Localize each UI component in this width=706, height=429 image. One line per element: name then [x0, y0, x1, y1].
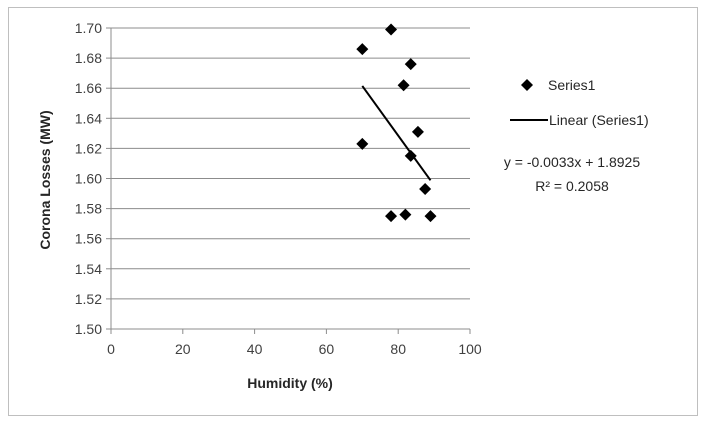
legend-label-series1: Series1 — [548, 77, 596, 93]
x-tick-labels: 0 20 40 60 80 100 — [107, 341, 482, 357]
data-point — [385, 210, 398, 223]
data-point — [397, 79, 410, 92]
y-tick-labels: 1.50 1.52 1.54 1.56 1.58 1.60 1.62 1.64 1.66 1.68… — [75, 20, 102, 337]
data-point — [404, 58, 417, 71]
data-point — [399, 208, 412, 221]
y-tick-label: 1.56 — [75, 231, 102, 247]
data-points — [356, 23, 437, 223]
data-point — [356, 137, 369, 150]
trendline-equation: y = -0.0033x + 1.8925 — [504, 154, 640, 170]
y-tick-label: 1.54 — [75, 261, 102, 277]
x-axis-title: Humidity (%) — [247, 375, 333, 391]
axes — [106, 27, 471, 334]
y-tick-label: 1.62 — [75, 140, 102, 156]
y-tick-label: 1.64 — [75, 110, 102, 126]
data-point — [411, 125, 424, 138]
y-tick-label: 1.60 — [75, 171, 102, 187]
y-tick-label: 1.68 — [75, 50, 102, 66]
y-tick-label: 1.58 — [75, 201, 102, 217]
x-tick-label: 20 — [175, 341, 191, 357]
x-tick-label: 60 — [319, 341, 335, 357]
data-point — [424, 210, 437, 223]
y-tick-label: 1.50 — [75, 321, 102, 337]
data-point — [385, 23, 398, 36]
x-tick-label: 0 — [107, 341, 115, 357]
x-tick-label: 100 — [458, 341, 482, 357]
data-point — [419, 183, 432, 196]
data-point — [404, 149, 417, 162]
x-tick-label: 40 — [247, 341, 263, 357]
trendline — [361, 85, 432, 181]
legend-label-trendline: Linear (Series1) — [549, 112, 649, 128]
data-point — [356, 43, 369, 56]
gridlines — [111, 27, 470, 300]
legend: Series1 Linear (Series1) — [510, 77, 649, 128]
y-axis-title: Corona Losses (MW) — [37, 110, 53, 249]
trendline-r-squared: R² = 0.2058 — [535, 178, 609, 194]
y-tick-label: 1.52 — [75, 291, 102, 307]
y-tick-label: 1.66 — [75, 80, 102, 96]
legend-marker-series1 — [521, 79, 533, 91]
chart-frame — [8, 7, 698, 416]
y-tick-label: 1.70 — [75, 20, 102, 36]
x-tick-label: 80 — [390, 341, 406, 357]
